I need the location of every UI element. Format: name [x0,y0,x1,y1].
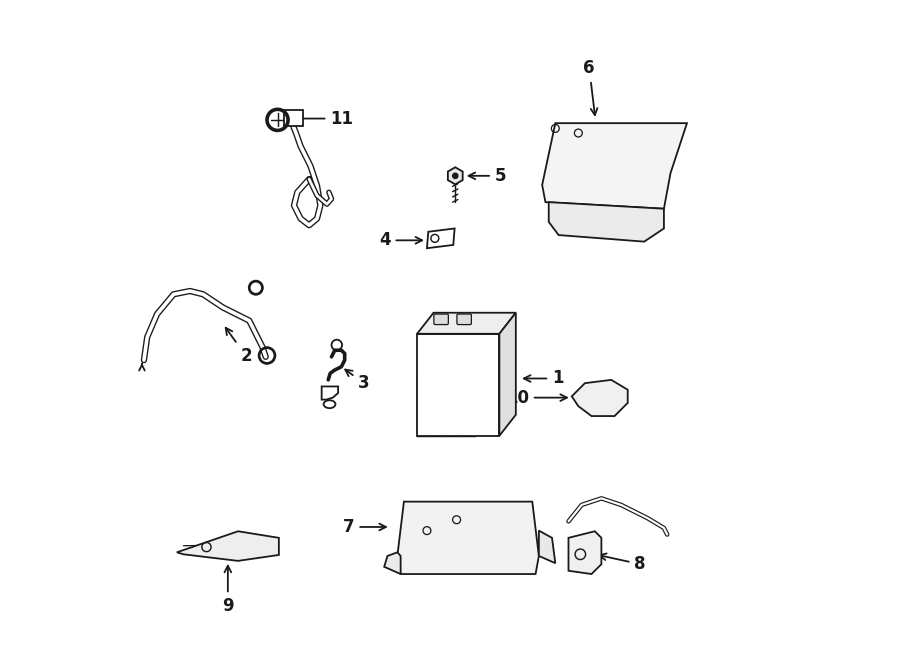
Polygon shape [549,202,664,242]
Polygon shape [284,110,302,126]
Polygon shape [427,229,454,249]
FancyBboxPatch shape [434,314,448,325]
Text: 2: 2 [226,328,252,365]
Text: 10: 10 [506,389,567,407]
Text: 5: 5 [469,167,507,185]
Polygon shape [542,123,687,209]
Text: 7: 7 [343,518,386,536]
Polygon shape [448,167,463,184]
FancyBboxPatch shape [457,314,472,325]
Polygon shape [384,553,400,574]
Polygon shape [569,531,601,574]
Text: 3: 3 [346,369,370,392]
Polygon shape [417,334,500,436]
Text: 6: 6 [583,59,598,115]
Polygon shape [176,531,279,561]
Text: 9: 9 [222,566,234,615]
Polygon shape [417,313,516,334]
Circle shape [453,173,458,178]
Text: 1: 1 [524,369,563,387]
Polygon shape [572,380,627,416]
Polygon shape [397,502,539,574]
Text: 4: 4 [379,231,422,249]
Polygon shape [321,387,338,400]
Text: 11: 11 [289,110,353,128]
Polygon shape [539,531,555,563]
Text: 8: 8 [599,553,646,573]
Polygon shape [500,313,516,436]
